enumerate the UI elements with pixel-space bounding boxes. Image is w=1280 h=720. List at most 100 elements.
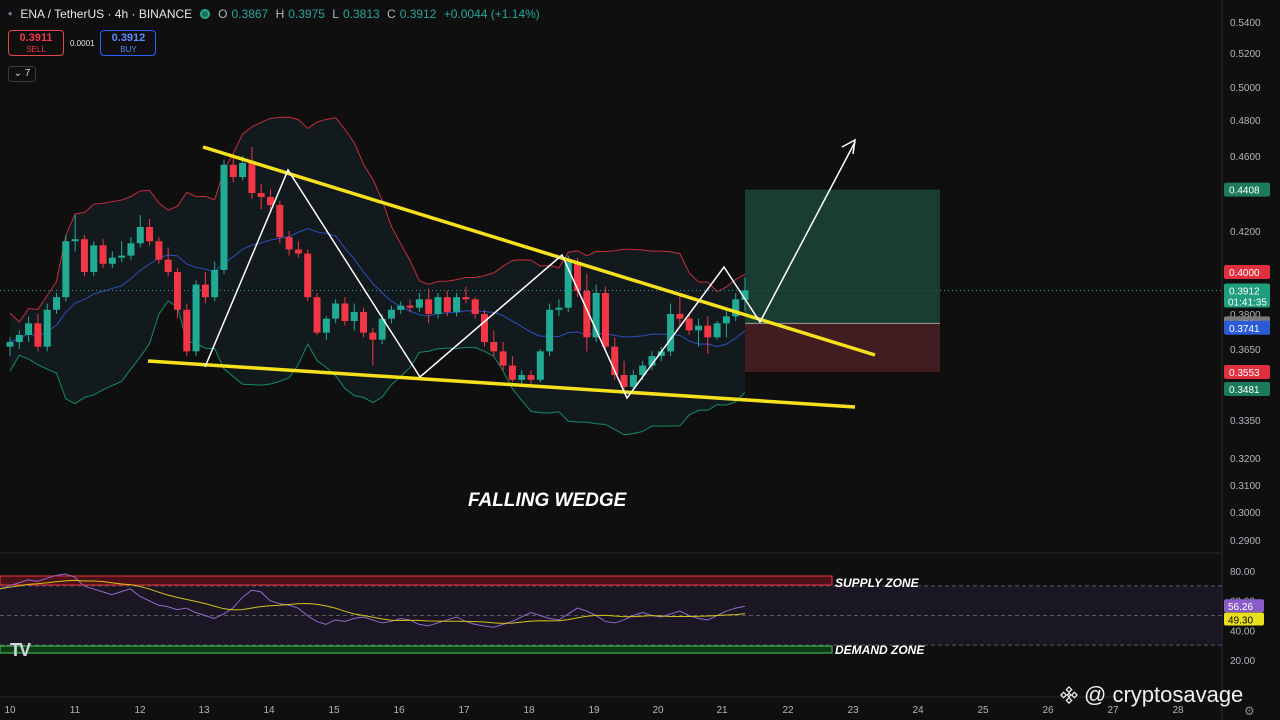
market-status-icon	[200, 8, 211, 19]
supply-zone-label: SUPPLY ZONE	[835, 576, 920, 590]
x-tick-label: 11	[70, 705, 81, 716]
x-tick-label: 16	[393, 705, 405, 716]
y-tick-label: 0.3800	[1230, 310, 1261, 321]
candle-body	[611, 346, 619, 376]
candle-body	[490, 342, 498, 352]
profit-zone	[745, 189, 940, 324]
candle-body	[620, 375, 628, 387]
candle-body	[285, 237, 293, 250]
candle-body	[332, 303, 340, 319]
x-tick-label: 13	[198, 705, 210, 716]
price-label-text: 0.3481	[1229, 385, 1260, 396]
x-tick-label: 20	[652, 705, 664, 716]
candle-body	[220, 164, 228, 270]
candle-body	[425, 299, 433, 314]
candle-body	[601, 293, 609, 347]
tradingview-logo[interactable]: TV	[10, 640, 31, 660]
x-tick-label: 22	[782, 705, 794, 716]
candle-body	[127, 243, 135, 256]
candle-body	[62, 241, 70, 298]
price-label-text: 0.4000	[1229, 268, 1260, 279]
candle-body	[146, 227, 154, 242]
candle-body	[118, 255, 126, 258]
price-label-target	[1224, 182, 1270, 197]
x-tick-label: 26	[1042, 705, 1054, 716]
y-tick-label: 0.3350	[1230, 416, 1261, 427]
candle-body	[80, 239, 88, 272]
candle-body	[248, 163, 256, 193]
loss-zone	[745, 323, 940, 372]
candle-body	[453, 297, 461, 312]
rsi-tick-label: 20.00	[1230, 656, 1255, 667]
x-tick-label: 28	[1172, 705, 1184, 716]
y-tick-label: 0.3000	[1230, 508, 1261, 519]
settings-gear-icon[interactable]: ⚙	[1244, 704, 1255, 718]
candle-body	[415, 299, 423, 308]
candle-body	[313, 297, 321, 333]
candle-body	[25, 323, 33, 335]
x-tick-label: 24	[912, 705, 924, 716]
price-label-last	[1224, 283, 1270, 308]
wave-path	[204, 141, 856, 400]
candle-body	[6, 342, 14, 347]
symbol-header: ⬩ ENA / TetherUS · 4h · BINANCE O 0.3867 …	[8, 6, 544, 21]
bollinger-middle	[9, 228, 746, 348]
rsi-line	[0, 573, 746, 628]
supply-zone	[0, 575, 833, 586]
candle-body	[639, 365, 647, 376]
candle-body	[53, 297, 61, 310]
candle-body	[629, 375, 637, 387]
spread-value: 0.0001	[70, 38, 95, 48]
candle-body	[155, 241, 163, 260]
sell-button[interactable]: 0.3911 SELL	[8, 30, 64, 56]
y-tick-label: 0.4600	[1230, 152, 1261, 163]
price-label-bb-upper	[1224, 265, 1270, 279]
candle-body	[480, 314, 488, 342]
watermark: @ cryptosavage	[1060, 682, 1243, 708]
y-tick-label: 0.4800	[1230, 116, 1261, 127]
x-tick-label: 21	[716, 705, 728, 716]
price-label-bb-lower	[1224, 381, 1270, 396]
candle-body	[360, 311, 368, 333]
candle-body	[741, 290, 749, 300]
x-tick-label: 18	[523, 705, 535, 716]
candle-body	[397, 305, 405, 310]
candle-body	[136, 227, 144, 244]
candle-body	[564, 261, 572, 308]
demand-zone-label: DEMAND ZONE	[835, 643, 925, 657]
y-tick-label: 0.3100	[1230, 481, 1261, 492]
rsi-tick-label: 80.00	[1230, 567, 1255, 578]
candle-body	[508, 365, 516, 380]
candle-body	[592, 293, 600, 338]
candle-body	[192, 284, 200, 352]
trade-panel: 0.3911 SELL 0.0001 0.3912 BUY	[8, 30, 157, 56]
buy-button[interactable]: 0.3912 BUY	[100, 30, 157, 56]
symbol-title[interactable]: ENA / TetherUS · 4h · BINANCE	[20, 6, 193, 21]
rsi-value-label	[1224, 599, 1264, 613]
x-tick-label: 23	[847, 705, 859, 716]
candle-body	[499, 351, 507, 366]
candle-body	[536, 351, 544, 380]
x-tick-label: 25	[977, 705, 989, 716]
x-tick-label: 14	[263, 705, 275, 716]
price-label-bb-mid	[1224, 320, 1270, 335]
indicators-toggle[interactable]: ⌄ 7	[8, 66, 36, 82]
candle-body	[108, 257, 116, 264]
rsi-ma-label	[1224, 612, 1264, 626]
rsi-tick-label: 40.00	[1230, 626, 1255, 637]
candle-body	[71, 239, 79, 242]
candle-body	[648, 356, 656, 366]
countdown-timer: 01:41:35	[1228, 297, 1267, 308]
candle-body	[667, 314, 675, 352]
y-tick-label: 0.3650	[1230, 345, 1261, 356]
price-label-stop	[1224, 364, 1270, 379]
candle-body	[443, 297, 451, 312]
candle-body	[546, 309, 554, 352]
candle-body	[341, 303, 349, 321]
candle-body	[201, 284, 209, 298]
chevron-down-icon: ⌄	[13, 68, 23, 79]
candle-body	[90, 245, 98, 272]
candle-body	[527, 375, 535, 380]
price-change: +0.0044 (+1.14%)	[443, 6, 540, 21]
